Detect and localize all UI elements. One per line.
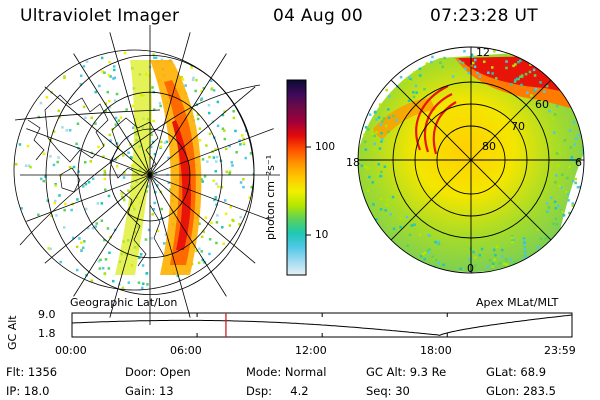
mlt-label-6: 6 xyxy=(575,156,582,169)
flight-number: Flt: 1356 xyxy=(6,365,58,379)
door-status: Door: Open xyxy=(125,365,191,379)
sequence-number: Seq: 30 xyxy=(366,384,410,398)
colorbar-unit-label: photon cm⁻²s⁻¹ xyxy=(264,154,277,240)
timeline-ytick-high: 9.0 xyxy=(38,308,56,321)
timeline-xtick-2359: 23:59 xyxy=(544,344,576,357)
orbit-timeline xyxy=(71,312,573,338)
mlat-label-60: 60 xyxy=(535,98,549,111)
timeline-ytick-low: 1.8 xyxy=(38,327,56,340)
mlat-mlt-grid xyxy=(357,46,585,274)
geographic-longitude: GLon: 283.5 xyxy=(486,384,556,398)
observation-date: 04 Aug 00 xyxy=(273,6,363,26)
mlat-label-80: 80 xyxy=(482,140,496,153)
mode-status: Mode: Normal xyxy=(246,365,327,379)
mlt-label-12: 12 xyxy=(476,46,490,59)
dsp-value: Dsp: 4.2 xyxy=(246,384,309,398)
mlt-label-0: 0 xyxy=(467,262,474,275)
colorbar-tick-100: 100 xyxy=(315,141,336,153)
coastlines xyxy=(27,94,165,267)
geographic-latitude: GLat: 68.9 xyxy=(486,365,547,379)
colorbar xyxy=(286,79,311,276)
gc-altitude: GC Alt: 9.3 Re xyxy=(366,365,447,379)
geographic-image xyxy=(13,25,280,325)
timeline-xtick-1200: 12:00 xyxy=(295,344,327,357)
timeline-axis-label: GC Alt xyxy=(6,315,19,350)
mlat-label-70: 70 xyxy=(511,120,525,133)
instrument-title: Ultraviolet Imager xyxy=(20,6,180,26)
ip-value: IP: 18.0 xyxy=(6,384,50,398)
lat-lon-grid xyxy=(13,25,280,325)
timeline-xtick-0000: 00:00 xyxy=(55,344,87,357)
polar-image xyxy=(357,46,585,274)
colorbar-tick-10: 10 xyxy=(315,229,329,241)
gain-value: Gain: 13 xyxy=(125,384,174,398)
observation-time: 07:23:28 UT xyxy=(430,6,538,26)
timeline-xtick-0600: 06:00 xyxy=(170,344,202,357)
mlt-label-18: 18 xyxy=(346,156,360,169)
geographic-panel-label: Geographic Lat/Lon xyxy=(70,296,178,309)
timeline-xtick-1800: 18:00 xyxy=(420,344,452,357)
apex-panel-label: Apex MLat/MLT xyxy=(476,296,559,309)
